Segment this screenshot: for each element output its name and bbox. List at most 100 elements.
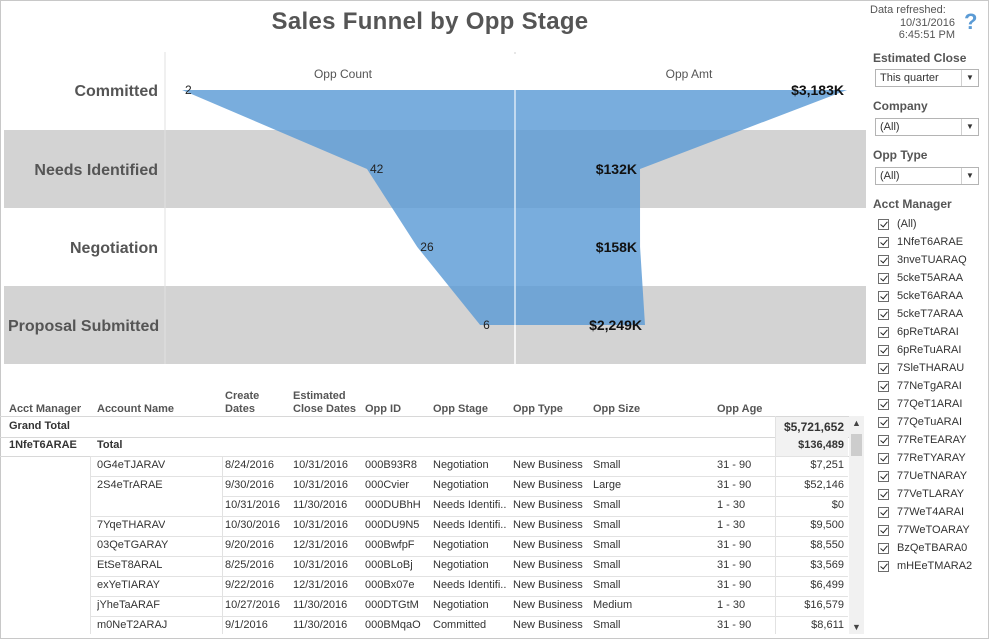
acct-manager-option[interactable]: (All) xyxy=(878,215,972,233)
checkbox-checked-icon[interactable] xyxy=(878,506,889,518)
chevron-up-icon[interactable]: ▲ xyxy=(852,418,861,428)
table-row[interactable]: 2S4eTrARAE 9/30/2016 10/31/2016 000Cvier Neg… xyxy=(0,476,850,496)
table-row[interactable]: 03QeTGARAY 9/20/2016 12/31/2016 000BwfpF Neg… xyxy=(0,536,850,556)
chevron-down-icon: ▼ xyxy=(961,70,978,86)
table-row[interactable]: jYheTaARAF 10/27/2016 11/30/2016 000DTGtM Ne… xyxy=(0,596,850,616)
opp-amt-header: Opp Amt xyxy=(666,67,713,81)
checkbox-checked-icon[interactable] xyxy=(878,434,889,446)
acct-manager-option[interactable]: 1NfeT6ARAE xyxy=(878,233,972,251)
checkbox-checked-icon[interactable] xyxy=(878,560,889,572)
acct-manager-option[interactable]: 77VeTLARAY xyxy=(878,485,972,503)
checkbox-checked-icon[interactable] xyxy=(878,452,889,464)
table-scrollbar[interactable]: ▲ ▼ xyxy=(849,416,864,634)
acct-manager-option[interactable]: 6pReTuARAI xyxy=(878,341,972,359)
checkbox-checked-icon[interactable] xyxy=(878,308,889,320)
opp-type-cell: New Business xyxy=(513,479,583,491)
table-row[interactable]: 10/31/2016 11/30/2016 000DUBhH Needs Identi… xyxy=(0,496,850,516)
col-opp-size[interactable]: Opp Size xyxy=(593,403,641,415)
checkbox-checked-icon[interactable] xyxy=(878,254,889,266)
close-date-cell: 11/30/2016 xyxy=(293,499,348,511)
col-opp-age[interactable]: Opp Age xyxy=(717,403,763,415)
acct-manager-option[interactable]: 77QeT1ARAI xyxy=(878,395,972,413)
checkbox-checked-icon[interactable] xyxy=(878,236,889,248)
col-acct-manager[interactable]: Acct Manager xyxy=(9,403,82,415)
acct-manager-option[interactable]: 5ckeT5ARAA xyxy=(878,269,972,287)
acct-manager-option-label: 77ReTEARAY xyxy=(897,434,967,446)
opp-age-cell: 31 - 90 xyxy=(717,539,752,551)
estimated-close-select[interactable]: This quarter ▼ xyxy=(875,69,979,87)
col-opp-id[interactable]: Opp ID xyxy=(365,403,402,415)
row-divider xyxy=(90,476,848,477)
acct-manager-option[interactable]: BzQeTBARA0 xyxy=(878,539,972,557)
acct-manager-option-label: 77QeTuARAI xyxy=(897,416,963,428)
row-divider xyxy=(90,616,848,617)
acct-manager-option[interactable]: 77ReTEARAY xyxy=(878,431,972,449)
acct-manager-option-label: 77QeT1ARAI xyxy=(897,398,963,410)
acct-manager-option[interactable]: mHEeTMARA2 xyxy=(878,557,972,575)
page-title: Sales Funnel by Opp Stage xyxy=(271,8,589,35)
scrollbar-thumb[interactable] xyxy=(851,434,862,456)
acct-manager-option[interactable]: 77NeTgARAI xyxy=(878,377,972,395)
acct-manager-option-label: 5ckeT5ARAA xyxy=(897,272,964,284)
help-icon[interactable]: ? xyxy=(964,9,978,34)
table-row[interactable]: EtSeT8ARAL 8/25/2016 10/31/2016 000BLoBj Neg… xyxy=(0,556,850,576)
acct-manager-option[interactable]: 77QeTuARAI xyxy=(878,413,972,431)
col-create-dates[interactable]: Create Dates xyxy=(225,390,260,415)
opp-size-cell: Small xyxy=(593,559,621,571)
estimated-close-title: Estimated Close xyxy=(873,51,967,65)
col-estimated-close-dates[interactable]: Estimated Close Dates xyxy=(293,390,356,415)
acct-manager-option-label: 1NfeT6ARAE xyxy=(897,236,964,248)
col-account-name[interactable]: Account Name xyxy=(97,403,175,415)
acct-manager-option[interactable]: 77WeT4ARAI xyxy=(878,503,972,521)
opp-stage-cell: Negotiation xyxy=(433,559,489,571)
checkbox-checked-icon[interactable] xyxy=(878,362,889,374)
acct-manager-option[interactable]: 3nveTUARAQ xyxy=(878,251,972,269)
checkbox-checked-icon[interactable] xyxy=(878,380,889,392)
checkbox-checked-icon[interactable] xyxy=(878,290,889,302)
opp-age-cell: 31 - 90 xyxy=(717,559,752,571)
acct-manager-option-label: 6pReTuARAI xyxy=(897,344,962,356)
amount-cell: $3,569 xyxy=(810,559,844,571)
col-opp-type[interactable]: Opp Type xyxy=(513,403,563,415)
chevron-down-icon[interactable]: ▼ xyxy=(852,622,861,632)
checkbox-checked-icon[interactable] xyxy=(878,470,889,482)
company-select[interactable]: (All) ▼ xyxy=(875,118,979,136)
group-total-value: $136,489 xyxy=(798,439,844,451)
grand-total-value: $5,721,652 xyxy=(783,420,844,434)
acct-manager-option[interactable]: 5ckeT7ARAA xyxy=(878,305,972,323)
table-row[interactable]: 7YqeTHARAV 10/30/2016 10/31/2016 000DU9N5 Ne… xyxy=(0,516,850,536)
opp-size-cell: Small xyxy=(593,619,621,631)
checkbox-checked-icon[interactable] xyxy=(878,416,889,428)
acct-manager-option-label: 77ReTYARAY xyxy=(897,452,966,464)
acct-manager-option[interactable]: 7SleTHARAU xyxy=(878,359,972,377)
opportunity-table: Acct Manager Account Name Create Dates E… xyxy=(0,384,850,634)
opp-amt-label: $3,183K xyxy=(791,82,844,98)
opp-stage-cell: Needs Identifi.. xyxy=(433,579,507,591)
opp-size-cell: Small xyxy=(593,459,621,471)
checkbox-checked-icon[interactable] xyxy=(878,524,889,536)
checkbox-checked-icon[interactable] xyxy=(878,272,889,284)
checkbox-checked-icon[interactable] xyxy=(878,542,889,554)
acct-manager-option[interactable]: 77ReTYARAY xyxy=(878,449,972,467)
table-row[interactable]: m0NeT2ARAJ 9/1/2016 11/30/2016 000BMqaO Comm… xyxy=(0,616,850,636)
amount-cell: $52,146 xyxy=(804,479,844,491)
opp-type-cell: New Business xyxy=(513,539,583,551)
acct-manager-option[interactable]: 5ckeT6ARAA xyxy=(878,287,972,305)
create-date-cell: 10/30/2016 xyxy=(225,519,281,531)
opp-id-cell: 000DUBhH xyxy=(365,499,421,511)
acct-manager-option[interactable]: 77UeTNARAY xyxy=(878,467,972,485)
table-row[interactable]: exYeTIARAY 9/22/2016 12/31/2016 000Bx07e Nee… xyxy=(0,576,850,596)
acct-manager-option[interactable]: 6pReTtARAI xyxy=(878,323,972,341)
acct-manager-option[interactable]: 77WeTOARAY xyxy=(878,521,972,539)
stage-band xyxy=(4,286,866,364)
checkbox-checked-icon[interactable] xyxy=(878,398,889,410)
checkbox-checked-icon[interactable] xyxy=(878,488,889,500)
checkbox-checked-icon[interactable] xyxy=(878,344,889,356)
grand-total-label: Grand Total xyxy=(9,420,70,432)
create-date-cell: 9/20/2016 xyxy=(225,539,274,551)
table-row[interactable]: 0G4eTJARAV 8/24/2016 10/31/2016 000B93R8 Neg… xyxy=(0,456,850,476)
col-opp-stage[interactable]: Opp Stage xyxy=(433,403,489,415)
checkbox-checked-icon[interactable] xyxy=(878,218,889,230)
opp-type-select[interactable]: (All) ▼ xyxy=(875,167,979,185)
checkbox-checked-icon[interactable] xyxy=(878,326,889,338)
